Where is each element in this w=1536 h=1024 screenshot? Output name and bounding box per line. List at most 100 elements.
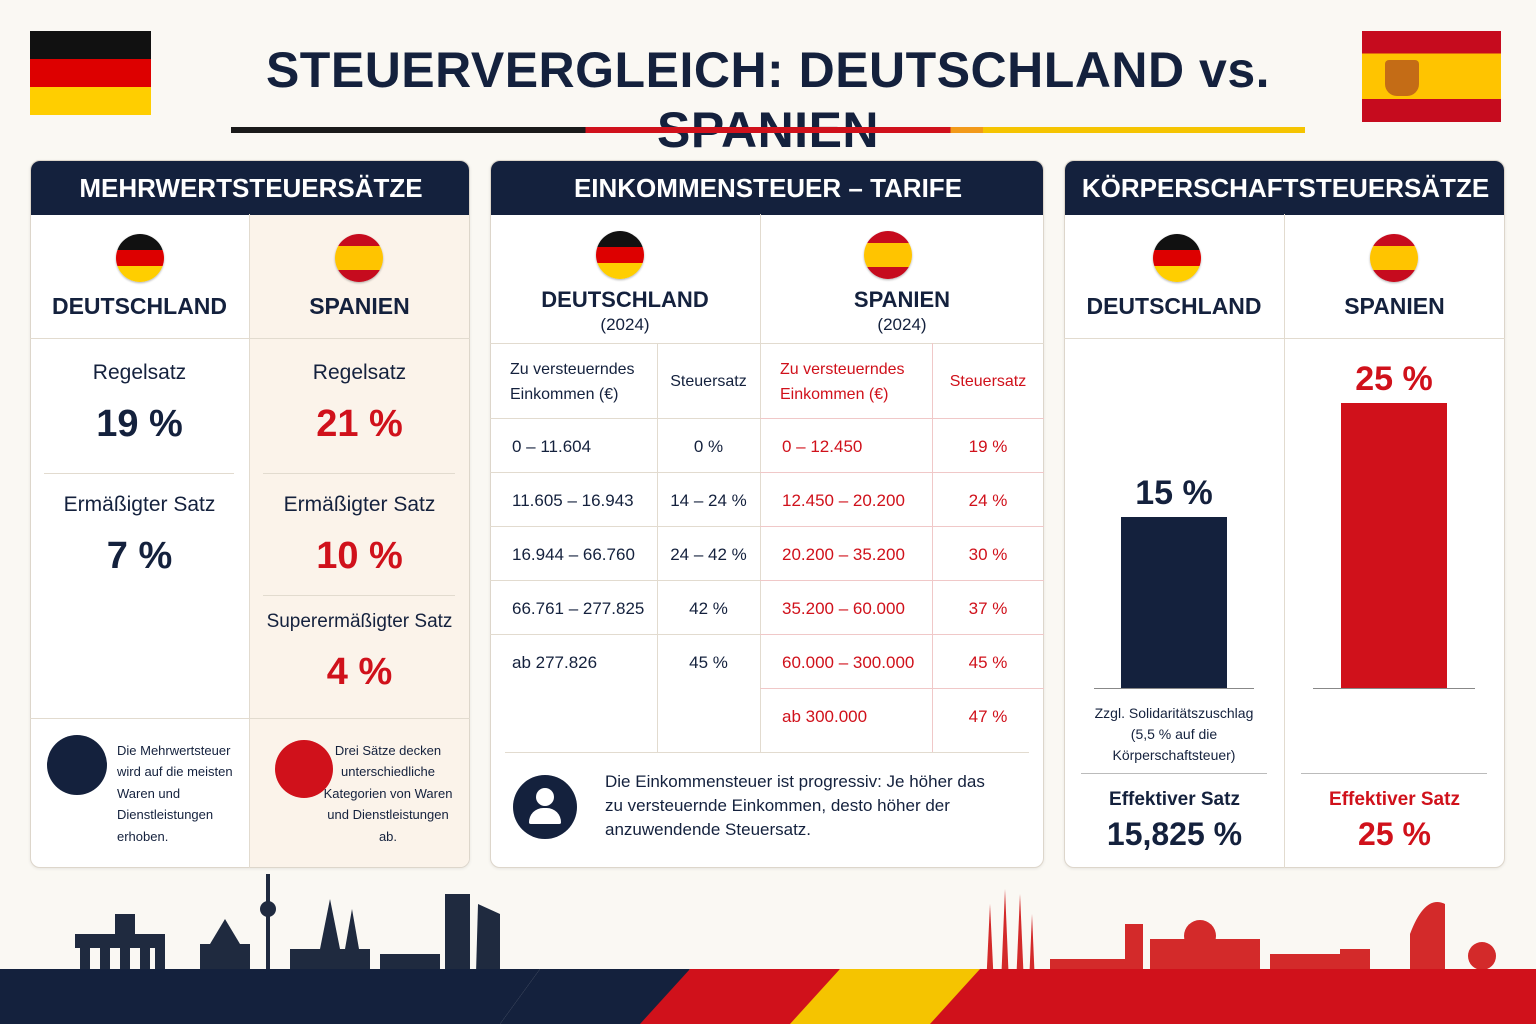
divider (760, 418, 1044, 419)
income-bracket: 66.761 – 277.825 (512, 599, 645, 618)
divider (1284, 214, 1285, 868)
flag (116, 234, 164, 282)
divider (490, 580, 760, 581)
divider (932, 343, 933, 752)
tax-rate: 45 % (968, 653, 1008, 672)
flag (335, 234, 383, 282)
tax-rate: 47 % (968, 707, 1008, 726)
divider (1064, 338, 1505, 339)
income-bracket: ab 277.826 (512, 653, 598, 672)
income-bracket: 35.200 – 60.000 (782, 599, 905, 618)
bar-label: 15 % (1135, 474, 1213, 512)
cart-icon (47, 735, 107, 795)
tax-rate: 14 – 24 % (670, 491, 747, 510)
tax-rate: 24 % (968, 491, 1008, 510)
income-bracket: 20.200 – 35.200 (782, 545, 905, 564)
income-bracket: 11.605 – 16.943 (512, 491, 634, 510)
income-bracket: 0 – 12.450 (782, 437, 863, 456)
coat-of-arms (1385, 60, 1419, 96)
divider (760, 526, 1044, 527)
flag (1153, 234, 1201, 282)
divider (490, 418, 760, 419)
divider (1301, 773, 1487, 774)
tax-rate: 42 % (689, 599, 728, 618)
tax-rate: 30 % (968, 545, 1008, 564)
rate-label: Ermäßigter Satz (63, 493, 216, 516)
divider (657, 343, 658, 752)
income-bracket: 12.450 – 20.200 (782, 491, 905, 510)
effective-label: Effektiver Satz (1109, 789, 1240, 810)
divider (760, 214, 761, 752)
rate-label: Ermäßigter Satz (283, 493, 436, 516)
divider (760, 634, 1044, 635)
rate-label: Superermäßigter Satz (266, 611, 453, 632)
tax-rate: 37 % (968, 599, 1008, 618)
column-header: Zu versteuerndes Einkommen (€) (780, 361, 905, 403)
bar (1121, 517, 1227, 688)
tax-rate: 45 % (689, 653, 728, 672)
tax-rate: 0 % (693, 437, 724, 456)
note: Drei Sätze decken unterschiedliche Kateg… (323, 743, 453, 844)
income-bracket: 16.944 – 66.760 (512, 545, 635, 564)
income-bracket: ab 300.000 (782, 707, 868, 726)
effective-rate: 25 % (1358, 816, 1431, 852)
country-name: DEUTSCHLAND (541, 287, 709, 312)
effective-label: Effektiver Satz (1329, 789, 1460, 810)
effective-rate: 15,825 % (1106, 816, 1243, 852)
divider (760, 688, 1044, 689)
year: (2024) (877, 315, 927, 334)
panel-header: EINKOMMENSTEUER – TARIFE (491, 161, 1043, 215)
page-title: STEUERVERGLEICH: DEUTSCHLAND vs. SPANIEN (265, 42, 1271, 158)
person-head (536, 788, 554, 806)
column-header: Steuersatz (949, 373, 1027, 390)
panel-header: MEHRWERTSTEUERSÄTZE (31, 161, 469, 215)
divider (263, 595, 455, 596)
divider (1313, 688, 1475, 689)
skyline (0, 874, 1536, 1024)
income-bracket: 60.000 – 300.000 (782, 653, 915, 672)
divider (30, 338, 470, 339)
divider (1081, 773, 1267, 774)
basket-icon (275, 740, 333, 798)
person-icon (513, 775, 577, 839)
flag (1370, 234, 1418, 282)
country-name: DEUTSCHLAND (51, 293, 228, 319)
country-name: SPANIEN (309, 293, 410, 319)
year: (2024) (600, 315, 650, 334)
rate-label: Regelsatz (92, 361, 187, 384)
income-bracket: 0 – 11.604 (512, 437, 592, 456)
column-header: Zu versteuerndes Einkommen (€) (510, 361, 635, 403)
bar (1341, 403, 1447, 688)
divider (490, 343, 1044, 344)
country-name: SPANIEN (1344, 293, 1445, 319)
divider (263, 473, 455, 474)
divider (44, 473, 234, 474)
divider (30, 718, 470, 719)
note: Zzgl. Solidaritätszuschlag (5,5 % auf di… (1094, 705, 1254, 763)
flag (864, 231, 912, 279)
divider (1094, 688, 1254, 689)
note: Die Mehrwertsteuer wird auf die meisten … (117, 743, 233, 844)
tax-rate: 24 – 42 % (670, 545, 747, 564)
tax-rate: 19 % (968, 437, 1008, 456)
title-underline (231, 127, 1305, 133)
rate-value: 19 % (96, 403, 183, 445)
flag-germany (30, 31, 151, 115)
rate-value: 10 % (316, 535, 403, 577)
flag (596, 231, 644, 279)
note: Die Einkommensteuer ist progressiv: Je h… (605, 772, 985, 839)
divider (490, 472, 760, 473)
panel-header: KÖRPERSCHAFTSTEUERSÄTZE (1065, 161, 1504, 215)
divider (760, 580, 1044, 581)
rate-value: 4 % (326, 651, 393, 693)
country-name: DEUTSCHLAND (1086, 293, 1262, 319)
flag-spain (1362, 31, 1501, 122)
divider (490, 634, 760, 635)
bar-label: 25 % (1355, 360, 1433, 398)
rate-value: 21 % (316, 403, 403, 445)
person-body (529, 808, 561, 824)
rate-value: 7 % (106, 535, 173, 577)
country-name: SPANIEN (853, 287, 951, 312)
